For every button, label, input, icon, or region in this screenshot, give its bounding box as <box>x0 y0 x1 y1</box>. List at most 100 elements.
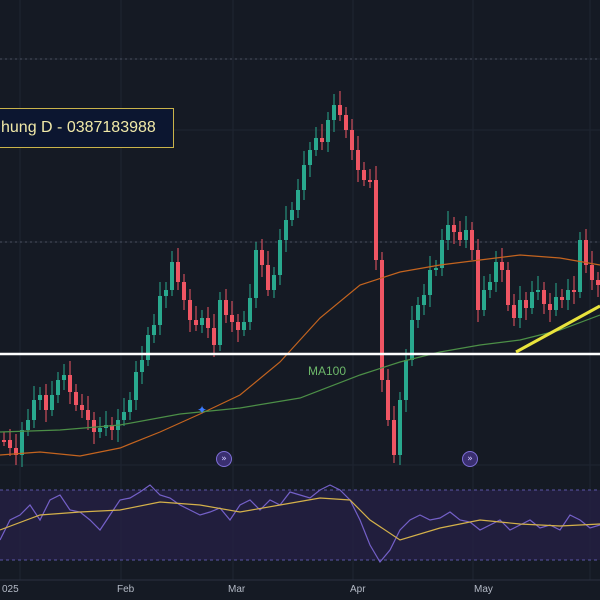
candle-body <box>416 305 420 320</box>
rsi-ma-line <box>0 497 600 541</box>
candle-body <box>464 230 468 240</box>
candle-body <box>356 150 360 170</box>
candle-body <box>572 290 576 292</box>
candle-body <box>44 395 48 410</box>
annotation-text: hung D - 0387183988 <box>1 119 156 136</box>
candle-body <box>410 320 414 360</box>
candle-body <box>548 304 552 310</box>
candle-body <box>266 265 270 290</box>
candle-body <box>62 375 66 380</box>
candle-body <box>86 410 90 420</box>
candle-body <box>110 425 114 430</box>
candle-body <box>14 448 18 455</box>
cross-marker: ✦ <box>197 403 207 417</box>
candle-body <box>326 120 330 142</box>
candle-body <box>488 282 492 290</box>
candle-body <box>440 240 444 268</box>
time-axis-label: Mar <box>228 584 246 595</box>
candle-body <box>518 300 522 318</box>
candle-body <box>596 280 600 285</box>
candle-body <box>158 296 162 325</box>
candle-body <box>74 392 78 405</box>
candle-body <box>482 290 486 310</box>
candle-body <box>248 298 252 322</box>
candle-body <box>56 380 60 395</box>
candle-body <box>176 262 180 282</box>
candle-body <box>422 295 426 305</box>
candle-body <box>2 440 6 442</box>
candle-body <box>188 300 192 320</box>
candle-body <box>332 105 336 120</box>
candle-body <box>296 190 300 210</box>
candle-body <box>338 105 342 115</box>
candle-body <box>236 322 240 330</box>
candle-body <box>134 372 138 400</box>
candle-body <box>302 165 306 190</box>
candle-body <box>50 395 54 410</box>
candle-body <box>554 297 558 310</box>
ma100-line <box>0 314 600 433</box>
candle-body <box>224 300 228 315</box>
candle-body <box>218 300 222 345</box>
candle-body <box>320 138 324 142</box>
candle-body <box>80 405 84 410</box>
double-chevron-right-icon[interactable]: » <box>462 451 478 467</box>
candle-body <box>458 232 462 240</box>
candle-body <box>350 130 354 150</box>
candle-body <box>68 375 72 392</box>
candle-body <box>308 150 312 165</box>
candle-body <box>494 262 498 282</box>
candle-body <box>470 230 474 250</box>
ma100-label: MA100 <box>308 364 347 378</box>
candle-body <box>206 318 210 328</box>
candle-body <box>428 270 432 295</box>
candle-body <box>392 420 396 455</box>
candle-body <box>140 360 144 372</box>
candle-body <box>284 220 288 240</box>
candle-body <box>500 262 504 270</box>
candle-body <box>404 360 408 400</box>
candle-body <box>92 420 96 432</box>
candle-body <box>152 325 156 335</box>
candle-body <box>290 210 294 220</box>
candle-body <box>20 430 24 455</box>
time-axis-label: Apr <box>350 584 366 595</box>
candle-body <box>512 305 516 318</box>
candle-body <box>578 240 582 292</box>
candle-body <box>146 335 150 360</box>
time-axis-label: 025 <box>2 584 19 595</box>
candles-group <box>2 91 600 467</box>
candle-body <box>122 412 126 420</box>
candle-body <box>530 292 534 308</box>
chart-grid <box>0 0 600 581</box>
candle-body <box>452 225 456 232</box>
candle-body <box>230 315 234 322</box>
candle-body <box>398 400 402 455</box>
candle-body <box>446 225 450 240</box>
candle-body <box>380 260 384 380</box>
candle-body <box>32 400 36 420</box>
candle-body <box>590 265 594 280</box>
candle-body <box>212 328 216 345</box>
candle-body <box>38 395 42 400</box>
candle-body <box>434 268 438 270</box>
double-chevron-right-icon[interactable]: » <box>216 451 232 467</box>
candle-body <box>164 290 168 296</box>
candle-body <box>272 275 276 290</box>
rsi-band <box>0 490 600 560</box>
candle-body <box>278 240 282 275</box>
time-axis-label: May <box>474 584 493 595</box>
ma-orange-line <box>0 254 600 457</box>
candle-body <box>368 180 372 182</box>
candle-body <box>386 380 390 420</box>
candle-body <box>476 250 480 310</box>
candle-body <box>182 282 186 300</box>
time-axis-label: Feb <box>117 584 135 595</box>
candle-body <box>506 270 510 305</box>
candle-body <box>374 180 378 260</box>
candle-body <box>26 420 30 430</box>
candle-body <box>194 320 198 325</box>
candle-body <box>542 290 546 304</box>
